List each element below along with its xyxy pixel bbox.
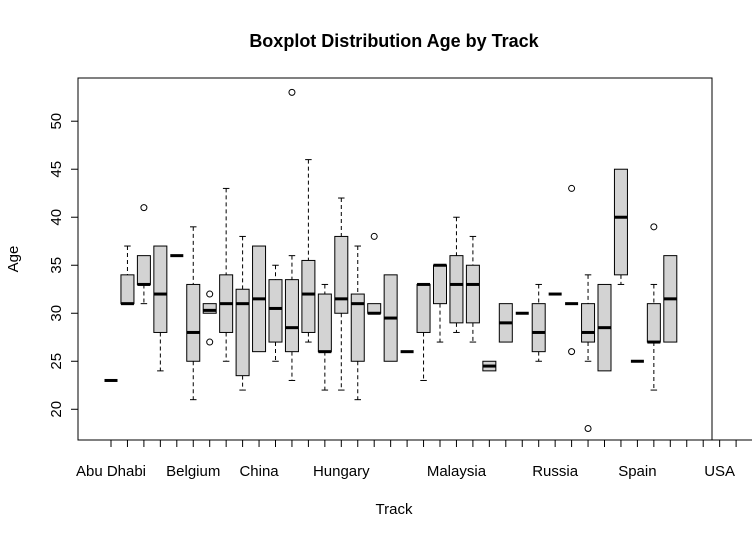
outlier-point xyxy=(568,348,576,356)
box-iqr xyxy=(416,283,431,333)
box-iqr xyxy=(153,245,168,333)
box-24 xyxy=(482,360,497,372)
box-iqr xyxy=(581,303,596,343)
box-iqr xyxy=(120,274,135,305)
box-21 xyxy=(433,263,447,343)
boxes-group xyxy=(104,88,678,432)
box-29 xyxy=(565,184,579,356)
y-tick-label: 50 xyxy=(48,113,65,130)
box-iqr xyxy=(531,303,546,353)
box-iqr xyxy=(334,235,349,314)
box-iqr xyxy=(202,303,217,314)
box-3 xyxy=(136,204,151,305)
box-4 xyxy=(153,245,168,372)
box-iqr xyxy=(350,293,365,362)
box-16 xyxy=(350,245,365,401)
box-iqr xyxy=(136,255,151,285)
box-22 xyxy=(449,216,464,333)
box-iqr xyxy=(317,293,332,353)
box-6 xyxy=(186,226,201,401)
box-30 xyxy=(581,274,596,432)
box-20 xyxy=(416,282,431,381)
box-14 xyxy=(317,283,332,391)
box-18 xyxy=(383,274,398,362)
box-17 xyxy=(367,232,382,315)
outlier-point xyxy=(140,204,148,212)
box-23 xyxy=(465,235,480,343)
box-iqr xyxy=(268,279,283,343)
y-tick-label: 45 xyxy=(48,161,65,178)
box-iqr xyxy=(449,255,464,324)
y-tick-label: 20 xyxy=(48,401,65,418)
outlier-point xyxy=(650,223,658,231)
box-iqr xyxy=(613,168,628,276)
box-31 xyxy=(597,283,612,372)
box-iqr xyxy=(284,279,299,353)
chart-title: Boxplot Distribution Age by Track xyxy=(249,31,539,51)
box-iqr xyxy=(433,264,447,305)
box-35 xyxy=(663,255,678,343)
x-tick-label: USA xyxy=(704,463,735,480)
box-27 xyxy=(531,283,546,362)
x-tick-label: Abu Dhabi xyxy=(76,463,146,480)
x-tick-label: Belgium xyxy=(166,463,220,480)
box-9 xyxy=(235,235,250,391)
box-7 xyxy=(202,290,217,346)
y-axis-label: Age xyxy=(5,246,22,273)
box-2 xyxy=(120,245,135,306)
x-tick-label: Hungary xyxy=(313,463,370,480)
y-tick-label: 35 xyxy=(48,257,65,274)
box-25 xyxy=(498,303,513,343)
box-iqr xyxy=(186,283,201,362)
box-32 xyxy=(613,168,628,285)
y-tick-label: 25 xyxy=(48,353,65,370)
x-axis-label: Track xyxy=(376,501,413,518)
x-tick-label: Spain xyxy=(618,463,656,480)
outlier-point xyxy=(206,338,214,346)
box-iqr xyxy=(235,288,250,377)
outlier-point xyxy=(288,88,296,96)
box-8 xyxy=(219,187,234,362)
box-iqr xyxy=(646,303,661,343)
box-13 xyxy=(301,159,316,343)
box-12 xyxy=(284,88,299,381)
box-34 xyxy=(646,223,661,391)
x-tick-label: Russia xyxy=(532,463,579,480)
box-iqr xyxy=(465,264,480,324)
y-axis: 20 25 30 35 40 45 50 xyxy=(48,113,79,418)
box-15 xyxy=(334,197,349,391)
x-axis: Abu Dhabi Belgium China Hungary Malaysia Russ… xyxy=(76,439,752,480)
y-tick-label: 40 xyxy=(48,209,65,226)
outlier-point xyxy=(370,232,378,240)
box-10 xyxy=(252,245,267,353)
x-tick-label: China xyxy=(239,463,279,480)
y-tick-label: 30 xyxy=(48,305,65,322)
box-11 xyxy=(268,264,283,362)
x-tick-label: Malaysia xyxy=(427,463,487,480)
outlier-point xyxy=(568,184,576,192)
box-iqr xyxy=(301,259,316,333)
outlier-point xyxy=(584,424,592,432)
outlier-point xyxy=(206,290,214,298)
